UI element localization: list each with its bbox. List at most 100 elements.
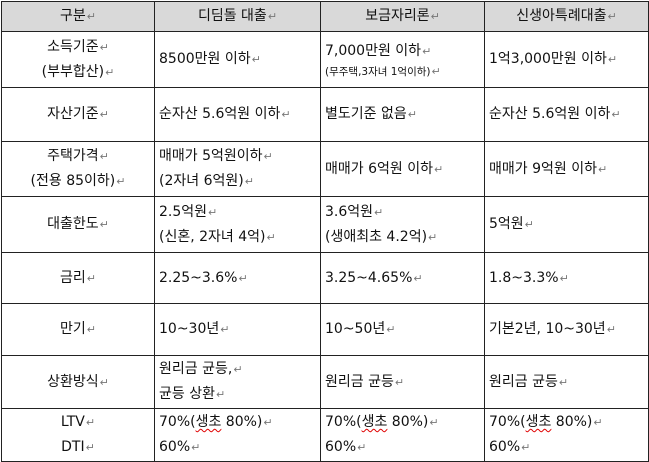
- income-label-line2: (부부합산): [41, 63, 105, 80]
- repay-label-cell: 상환방식↵: [1, 355, 155, 409]
- return-mark: ↵: [521, 441, 531, 454]
- header-col3: 신생아특례대출: [516, 8, 607, 24]
- row-price: 주택가격↵ (전용 85이하)↵ 매매가 5억원이하↵ (2자녀 6억원)↵ 매…: [1, 141, 649, 197]
- price-col3-cell: 매매가 9억원 이하↵: [484, 141, 649, 197]
- return-mark: ↵: [413, 271, 423, 285]
- header-label: 구분: [60, 8, 86, 24]
- return-mark: ↵: [99, 108, 109, 121]
- repay-col3-cell: 원리금 균등↵: [484, 355, 649, 409]
- limit-col1-cell: 2.5억원↵ (신혼, 2자녀 4억)↵: [154, 196, 321, 253]
- return-mark: ↵: [99, 150, 109, 163]
- return-mark: ↵: [433, 162, 444, 176]
- assets-col2: 별도기준 없음: [325, 106, 407, 122]
- return-mark: ↵: [266, 230, 276, 244]
- limit-col2-cell: 3.6억원↵ (생애최초 4.2억)↵: [320, 196, 485, 253]
- assets-col3: 순자산 5.6억원 이하: [489, 106, 611, 122]
- return-mark: ↵: [86, 10, 96, 23]
- rate-col3: 1.8~3.3%: [489, 269, 559, 286]
- return-mark: ↵: [428, 230, 438, 244]
- rate-col2: 3.25~4.65%: [325, 269, 413, 286]
- return-mark: ↵: [99, 375, 109, 389]
- return-mark: ↵: [606, 323, 616, 336]
- row-income: 소득기준↵ (부부합산)↵ 8500만원 이하↵ 7,000만원 이하↵ (무주…: [1, 31, 649, 88]
- row-ltv-dti: LTV↵ DTI↵ 70%(생초 80%)↵ 60%↵ 70%(생초 80%)↵…: [1, 408, 649, 462]
- dti-value: 60%: [159, 439, 191, 455]
- return-mark: ↵: [215, 388, 226, 401]
- limit-col2-line1: 3.6억원: [325, 203, 374, 220]
- limit-col3: 5억원: [489, 216, 524, 232]
- dti-label: DTI: [61, 439, 85, 455]
- row-limit: 대출한도↵ 2.5억원↵ (신혼, 2자녀 4억)↵ 3.6억원↵ (생애최초 …: [1, 196, 649, 253]
- limit-label-cell: 대출한도↵: [1, 196, 155, 253]
- return-mark: ↵: [558, 375, 569, 389]
- header-col2: 보금자리론: [365, 8, 430, 24]
- assets-col3-cell: 순자산 5.6억원 이하↵: [484, 87, 649, 142]
- ltv-col3-cell: 70%(생초 80%)↵ 60%↵: [484, 408, 649, 462]
- term-col1-cell: 10~30년↵: [154, 303, 321, 356]
- income-col2-line2: (무주택,3자녀 1억이하): [325, 66, 431, 78]
- return-mark: ↵: [431, 65, 441, 78]
- ltv-col1-cell: 70%(생초 80%)↵ 60%↵: [154, 408, 321, 462]
- rate-label-cell: 금리↵: [1, 252, 155, 304]
- term-label: 만기: [60, 321, 86, 337]
- repay-col2: 원리금 균등: [325, 373, 394, 390]
- price-col2-cell: 매매가 6억원 이하↵: [320, 141, 485, 197]
- return-mark: ↵: [238, 271, 248, 285]
- return-mark: ↵: [85, 416, 96, 429]
- limit-label: 대출한도: [47, 216, 99, 232]
- ltv-col2-cell: 70%(생초 80%)↵ 60%↵: [320, 408, 485, 462]
- return-mark: ↵: [524, 218, 534, 231]
- limit-col1-line2: (신혼, 2자녀 4억): [159, 228, 266, 245]
- ltv-value: 70%(: [489, 414, 526, 430]
- income-col2-line1: 7,000만원 이하: [325, 43, 422, 59]
- return-mark: ↵: [422, 45, 432, 58]
- ltv-rest: 80%): [387, 414, 429, 430]
- ltv-label-cell: LTV↵ DTI↵: [1, 408, 155, 462]
- header-col1-cell: 디딤돌 대출↵: [154, 1, 321, 32]
- ltv-value: 70%(: [159, 414, 196, 430]
- header-row: 구분↵ 디딤돌 대출↵ 보금자리론↵ 신생아특례대출↵: [1, 1, 649, 32]
- return-mark: ↵: [263, 150, 273, 163]
- assets-label: 자산기준: [47, 106, 99, 122]
- return-mark: ↵: [593, 416, 603, 429]
- ltv-value: 70%(: [325, 414, 362, 430]
- return-mark: ↵: [611, 108, 621, 121]
- return-mark: ↵: [407, 108, 417, 121]
- repay-col2-cell: 원리금 균등↵: [320, 355, 485, 409]
- ltv-rest: 80%): [551, 414, 593, 430]
- ltv-rest: 80%): [221, 414, 263, 430]
- return-mark: ↵: [208, 205, 218, 219]
- income-col1-cell: 8500만원 이하↵: [154, 31, 321, 88]
- assets-col1: 순자산 5.6억원 이하: [159, 106, 281, 122]
- price-label-line2: (전용 85이하): [30, 173, 116, 189]
- header-col1: 디딤돌 대출: [197, 8, 267, 24]
- repay-col3: 원리금 균등: [489, 373, 558, 390]
- assets-label-cell: 자산기준↵: [1, 87, 155, 142]
- income-col2-cell: 7,000만원 이하↵ (무주택,3자녀 1억이하)↵: [320, 31, 485, 88]
- income-col1: 8500만원 이하: [159, 51, 251, 67]
- return-mark: ↵: [357, 441, 367, 454]
- term-col1: 10~30년: [159, 321, 220, 337]
- price-col2: 매매가 6억원 이하: [325, 160, 433, 177]
- header-label-cell: 구분↵: [1, 1, 155, 32]
- return-mark: ↵: [244, 175, 254, 188]
- return-mark: ↵: [99, 218, 109, 231]
- assets-col1-cell: 순자산 5.6억원 이하↵: [154, 87, 321, 142]
- dti-value: 60%: [325, 439, 357, 455]
- return-mark: ↵: [597, 162, 608, 176]
- header-col3-cell: 신생아특례대출↵: [484, 1, 649, 32]
- row-assets: 자산기준↵ 순자산 5.6억원 이하↵ 별도기준 없음↵ 순자산 5.6억원 이…: [1, 87, 649, 142]
- rate-col3-cell: 1.8~3.3%↵: [484, 252, 649, 304]
- spellcheck-word: 생초: [195, 414, 222, 430]
- assets-col2-cell: 별도기준 없음↵: [320, 87, 485, 142]
- term-col3-cell: 기본2년, 10~30년↵: [484, 303, 649, 356]
- income-col3: 1억3,000만원 이하: [489, 51, 607, 67]
- return-mark: ↵: [86, 323, 96, 336]
- rate-col1-cell: 2.25~3.6%↵: [154, 252, 321, 304]
- price-col3: 매매가 9억원 이하: [489, 160, 597, 177]
- return-mark: ↵: [251, 53, 261, 66]
- limit-col3-cell: 5억원↵: [484, 196, 649, 253]
- price-col1-cell: 매매가 5억원이하↵ (2자녀 6억원)↵: [154, 141, 321, 197]
- return-mark: ↵: [607, 10, 617, 23]
